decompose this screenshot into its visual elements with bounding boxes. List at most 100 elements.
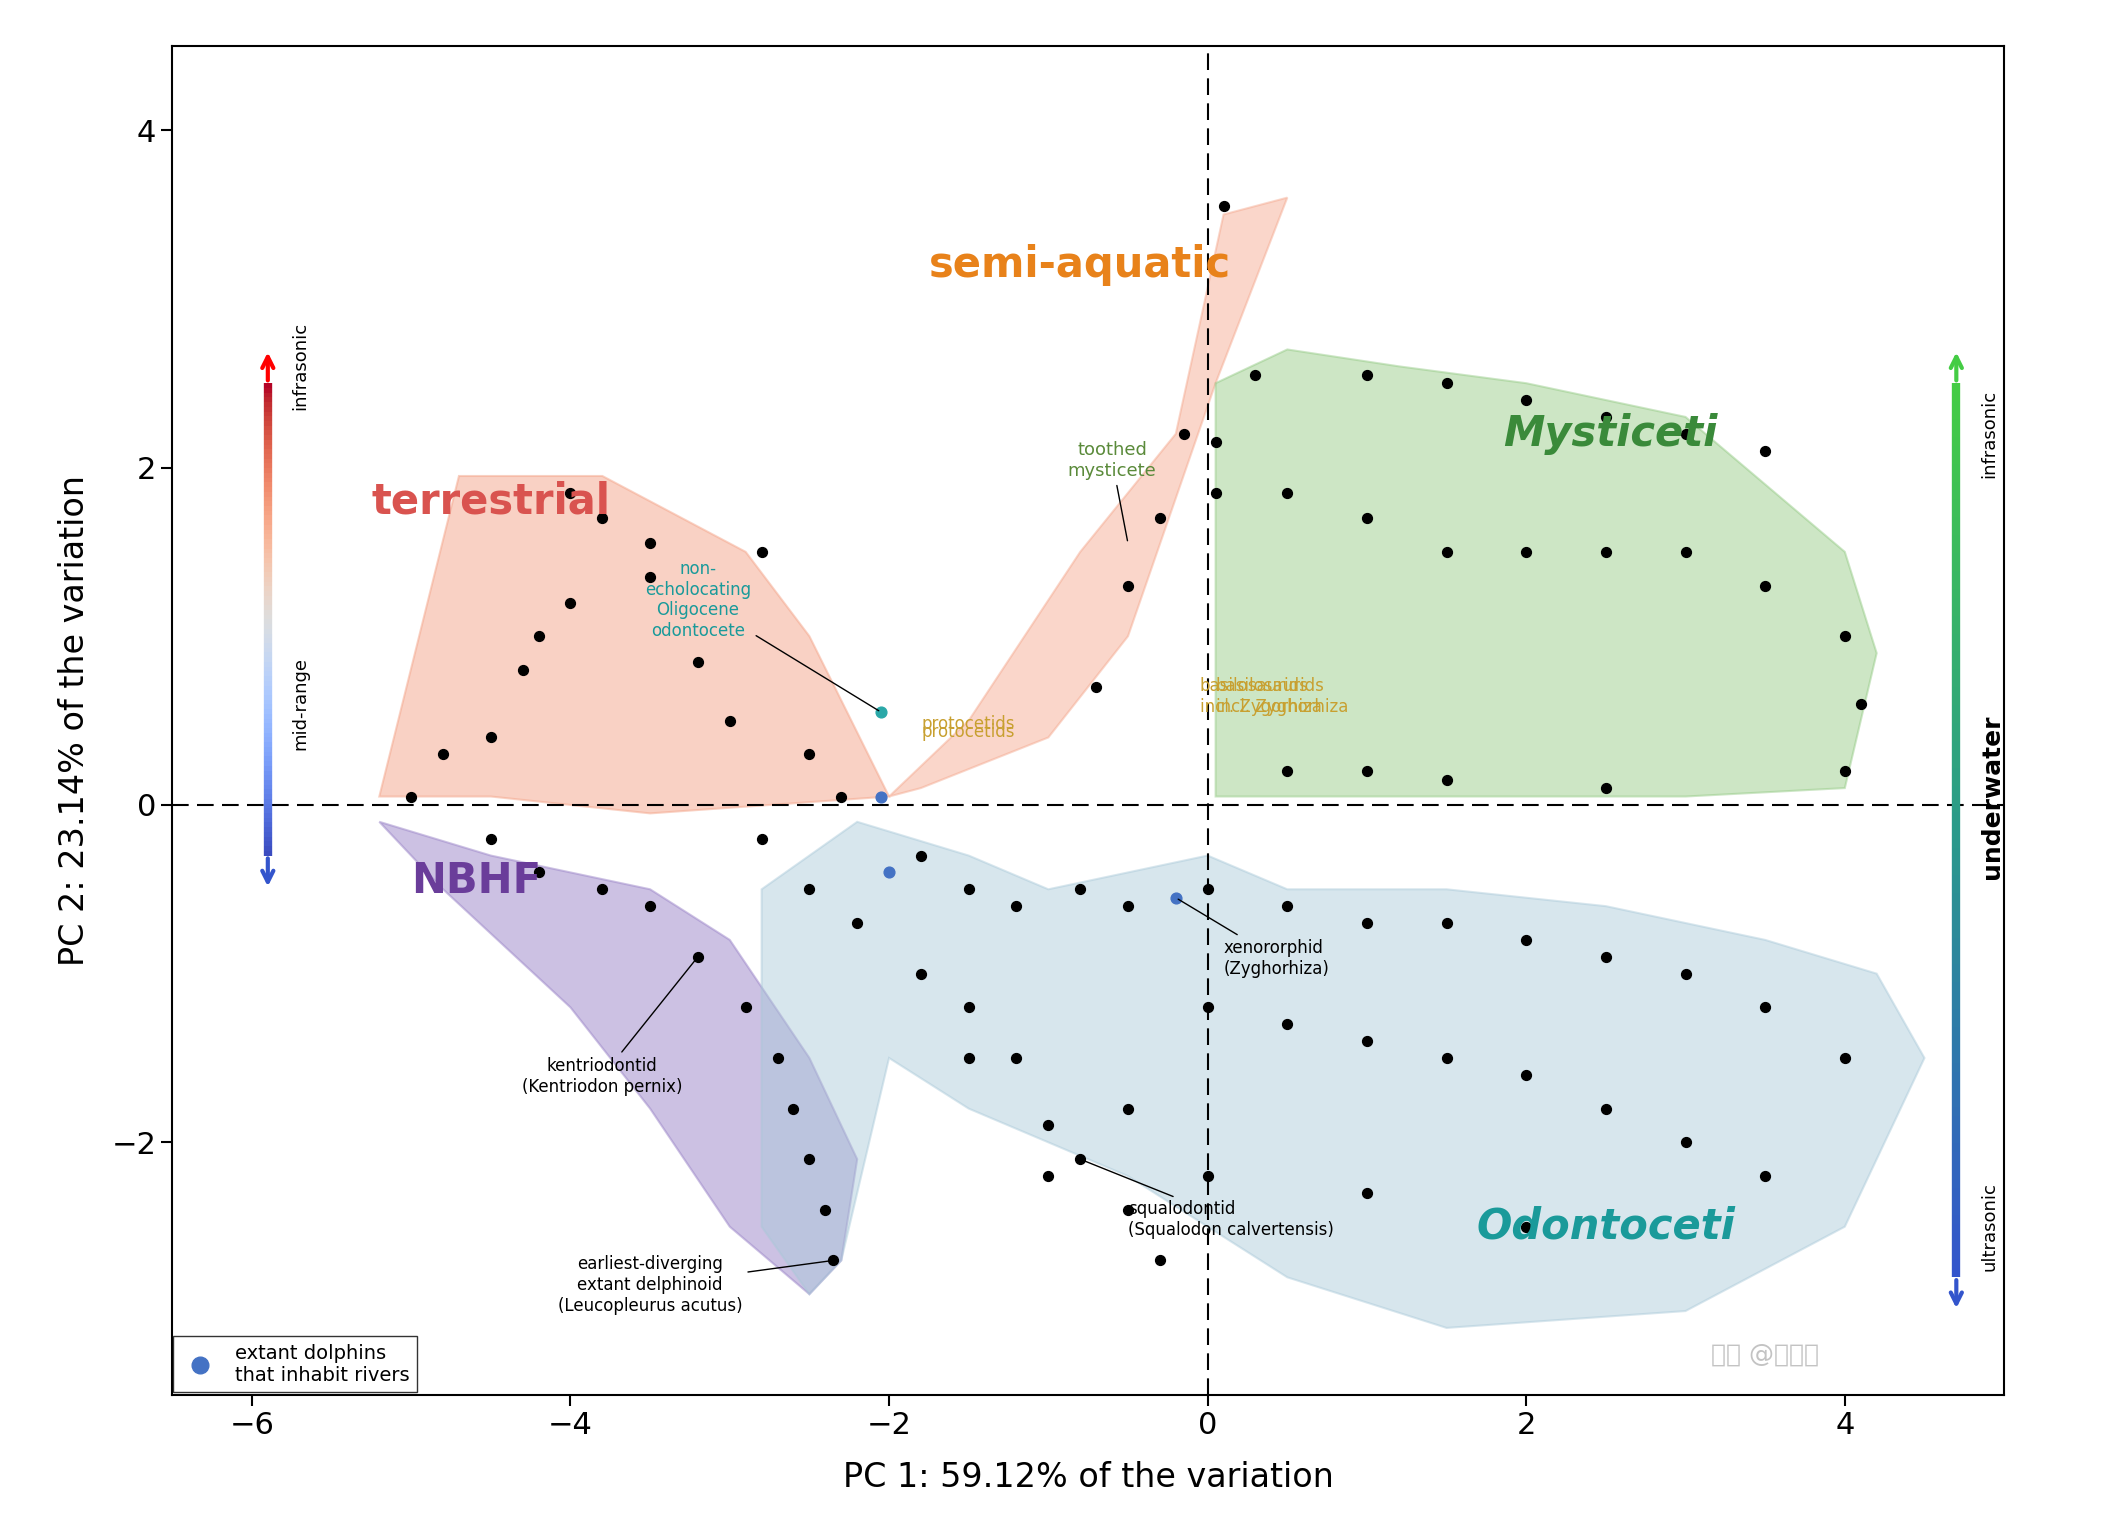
Point [1430,539,1464,564]
Point [1668,422,1702,447]
Point [681,944,715,969]
Point [951,876,985,901]
Point [1590,944,1624,969]
Point [728,995,762,1019]
Text: non-
echolocating
Oligocene
odontocete: non- echolocating Oligocene odontocete [645,561,879,711]
Point [521,624,555,648]
Point [872,861,907,886]
Point [1032,1113,1066,1138]
Point [1111,1096,1145,1121]
Point [1590,776,1624,801]
Point [1192,995,1226,1019]
Polygon shape [762,822,1924,1327]
Point [1590,405,1624,430]
Point [777,1096,811,1121]
Point [1079,675,1113,699]
Text: NBHF: NBHF [411,859,541,902]
Point [1509,1063,1543,1087]
Point [1143,1247,1177,1272]
Point [585,876,619,901]
Point [745,539,779,564]
Point [634,531,668,556]
Text: infrasonic: infrasonic [1981,390,1998,477]
Point [1270,1012,1304,1036]
Point [1430,371,1464,396]
Point [841,910,875,935]
X-axis label: PC 1: 59.12% of the variation: PC 1: 59.12% of the variation [843,1461,1334,1494]
Point [1509,539,1543,564]
Point [1064,1147,1098,1172]
Point [1160,885,1194,910]
Text: protocetids: protocetids [921,724,1015,741]
Point [1198,430,1232,454]
Text: mid-range: mid-range [292,658,311,750]
Point [1828,624,1862,648]
Point [1192,1164,1226,1189]
Text: Mysticeti: Mysticeti [1502,413,1717,454]
Point [713,708,747,733]
Legend: extant dolphins
that inhabit rivers: extant dolphins that inhabit rivers [172,1335,417,1392]
Point [553,590,587,614]
Point [904,844,938,869]
Point [1000,1046,1034,1070]
Polygon shape [890,197,1287,796]
Point [864,699,898,724]
Text: ultrasonic: ultrasonic [1981,1183,1998,1270]
Point [1000,893,1034,918]
Point [1828,1046,1862,1070]
Point [1590,1096,1624,1121]
Point [1238,362,1273,387]
Point [1349,759,1383,784]
Point [1143,505,1177,530]
Point [1747,1164,1781,1189]
Point [1192,876,1226,901]
Point [1509,388,1543,413]
Point [824,784,858,808]
Point [1747,995,1781,1019]
Y-axis label: PC 2: 23.14% of the variation: PC 2: 23.14% of the variation [57,476,92,966]
Text: protocetids: protocetids [921,715,1015,733]
Text: semi-aquatic: semi-aquatic [930,245,1232,286]
Point [634,565,668,590]
Point [864,784,898,808]
Point [1430,767,1464,792]
Point [1509,1215,1543,1240]
Point [1198,480,1232,505]
Text: kentriodontid
(Kentriodon pernix): kentriodontid (Kentriodon pernix) [521,959,696,1096]
Point [951,1046,985,1070]
Point [745,827,779,852]
Point [904,961,938,986]
Point [1747,439,1781,464]
Text: squalodontid
(Squalodon calvertensis): squalodontid (Squalodon calvertensis) [1083,1160,1334,1240]
Text: Odontoceti: Odontoceti [1477,1206,1734,1247]
Point [1111,573,1145,598]
Point [506,658,541,682]
Text: infrasonic: infrasonic [292,322,311,410]
Point [1349,1181,1383,1206]
Point [1509,927,1543,952]
Point [1828,759,1862,784]
Point [1111,893,1145,918]
Text: xenororphid
(Zyghorhiza): xenororphid (Zyghorhiza) [1179,899,1330,978]
Point [1747,573,1781,598]
Point [1590,539,1624,564]
Text: basilosaurids
incl. Zygorhiza: basilosaurids incl. Zygorhiza [1200,678,1321,716]
Point [1032,1164,1066,1189]
Point [426,742,460,767]
Point [951,995,985,1019]
Point [1430,910,1464,935]
Point [1166,422,1200,447]
Point [1668,1130,1702,1155]
Point [681,650,715,675]
Text: underwater: underwater [1981,715,2005,879]
Text: earliest-diverging
extant delphinoid
(Leucopleurus acutus): earliest-diverging extant delphinoid (Le… [558,1255,830,1315]
Point [394,784,428,808]
Point [521,861,555,886]
Point [475,827,509,852]
Point [1668,961,1702,986]
Point [1270,893,1304,918]
Point [760,1046,794,1070]
Point [553,480,587,505]
Point [1843,691,1877,716]
Point [792,876,826,901]
